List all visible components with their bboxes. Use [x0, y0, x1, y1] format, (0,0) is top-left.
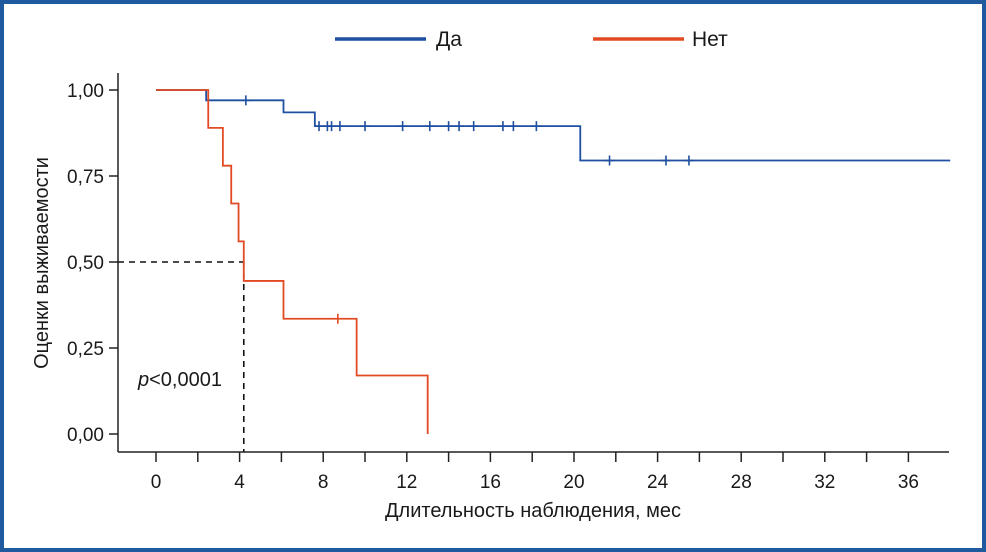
censor-mark-0-11 [497, 121, 508, 132]
y-tick-label-4: 1,00 [67, 81, 104, 102]
censor-mark-0-8 [443, 121, 454, 132]
y-tick-label-0: 0,00 [67, 425, 104, 446]
censor-mark-0-1 [314, 121, 325, 132]
censor-mark-0-0 [240, 95, 251, 106]
censor-mark-0-4 [334, 121, 345, 132]
p-value-italic: p [137, 369, 149, 391]
p-value-annotation: p<0,0001 [137, 369, 222, 391]
y-tick-label-2: 0,50 [67, 253, 104, 274]
median-reference-lines [118, 261, 245, 452]
x-tick-label-8: 32 [814, 472, 835, 493]
censor-mark-0-10 [468, 121, 479, 132]
censor-mark-0-5 [360, 121, 370, 132]
legend-label-da: Да [436, 28, 462, 51]
x-ticks: 0 4 8 12 16 20 24 28 32 36 [151, 452, 919, 493]
x-tick-label-4: 16 [480, 472, 501, 493]
y-axis-title: Оценки выживаемости [31, 157, 53, 369]
x-tick-label-1: 4 [234, 472, 245, 493]
x-tick-label-3: 12 [396, 472, 417, 493]
y-tick-label-1: 0,25 [67, 339, 104, 360]
censor-mark-1-0 [332, 313, 343, 324]
x-tick-label-0: 0 [151, 472, 162, 493]
censor-mark-0-9 [454, 121, 465, 132]
x-tick-label-9: 36 [898, 472, 919, 493]
series-line-0 [156, 89, 951, 162]
legend-label-net: Нет [692, 28, 728, 51]
y-tick-label-3: 0,75 [67, 167, 104, 188]
censor-mark-0-13 [531, 121, 542, 132]
series-layer [156, 89, 951, 434]
x-tick-label-2: 8 [318, 472, 329, 493]
censor-mark-0-3 [326, 121, 337, 132]
censor-mark-0-14 [604, 155, 615, 166]
censor-mark-0-6 [397, 121, 408, 132]
censor-mark-0-15 [660, 155, 671, 166]
x-tick-label-7: 28 [731, 472, 752, 493]
y-ticks: 0,00 0,25 0,50 0,75 1,00 [67, 81, 118, 446]
x-tick-label-6: 24 [647, 472, 669, 493]
x-axis-title: Длительность наблюдения, мес [385, 500, 681, 522]
x-tick-label-5: 20 [563, 472, 584, 493]
series-line-1 [156, 89, 429, 434]
p-value-text: <0,0001 [149, 369, 222, 391]
legend: Да Нет [335, 28, 728, 51]
censor-mark-0-16 [683, 155, 694, 166]
censor-mark-0-7 [424, 121, 435, 132]
censor-mark-0-12 [508, 121, 519, 132]
